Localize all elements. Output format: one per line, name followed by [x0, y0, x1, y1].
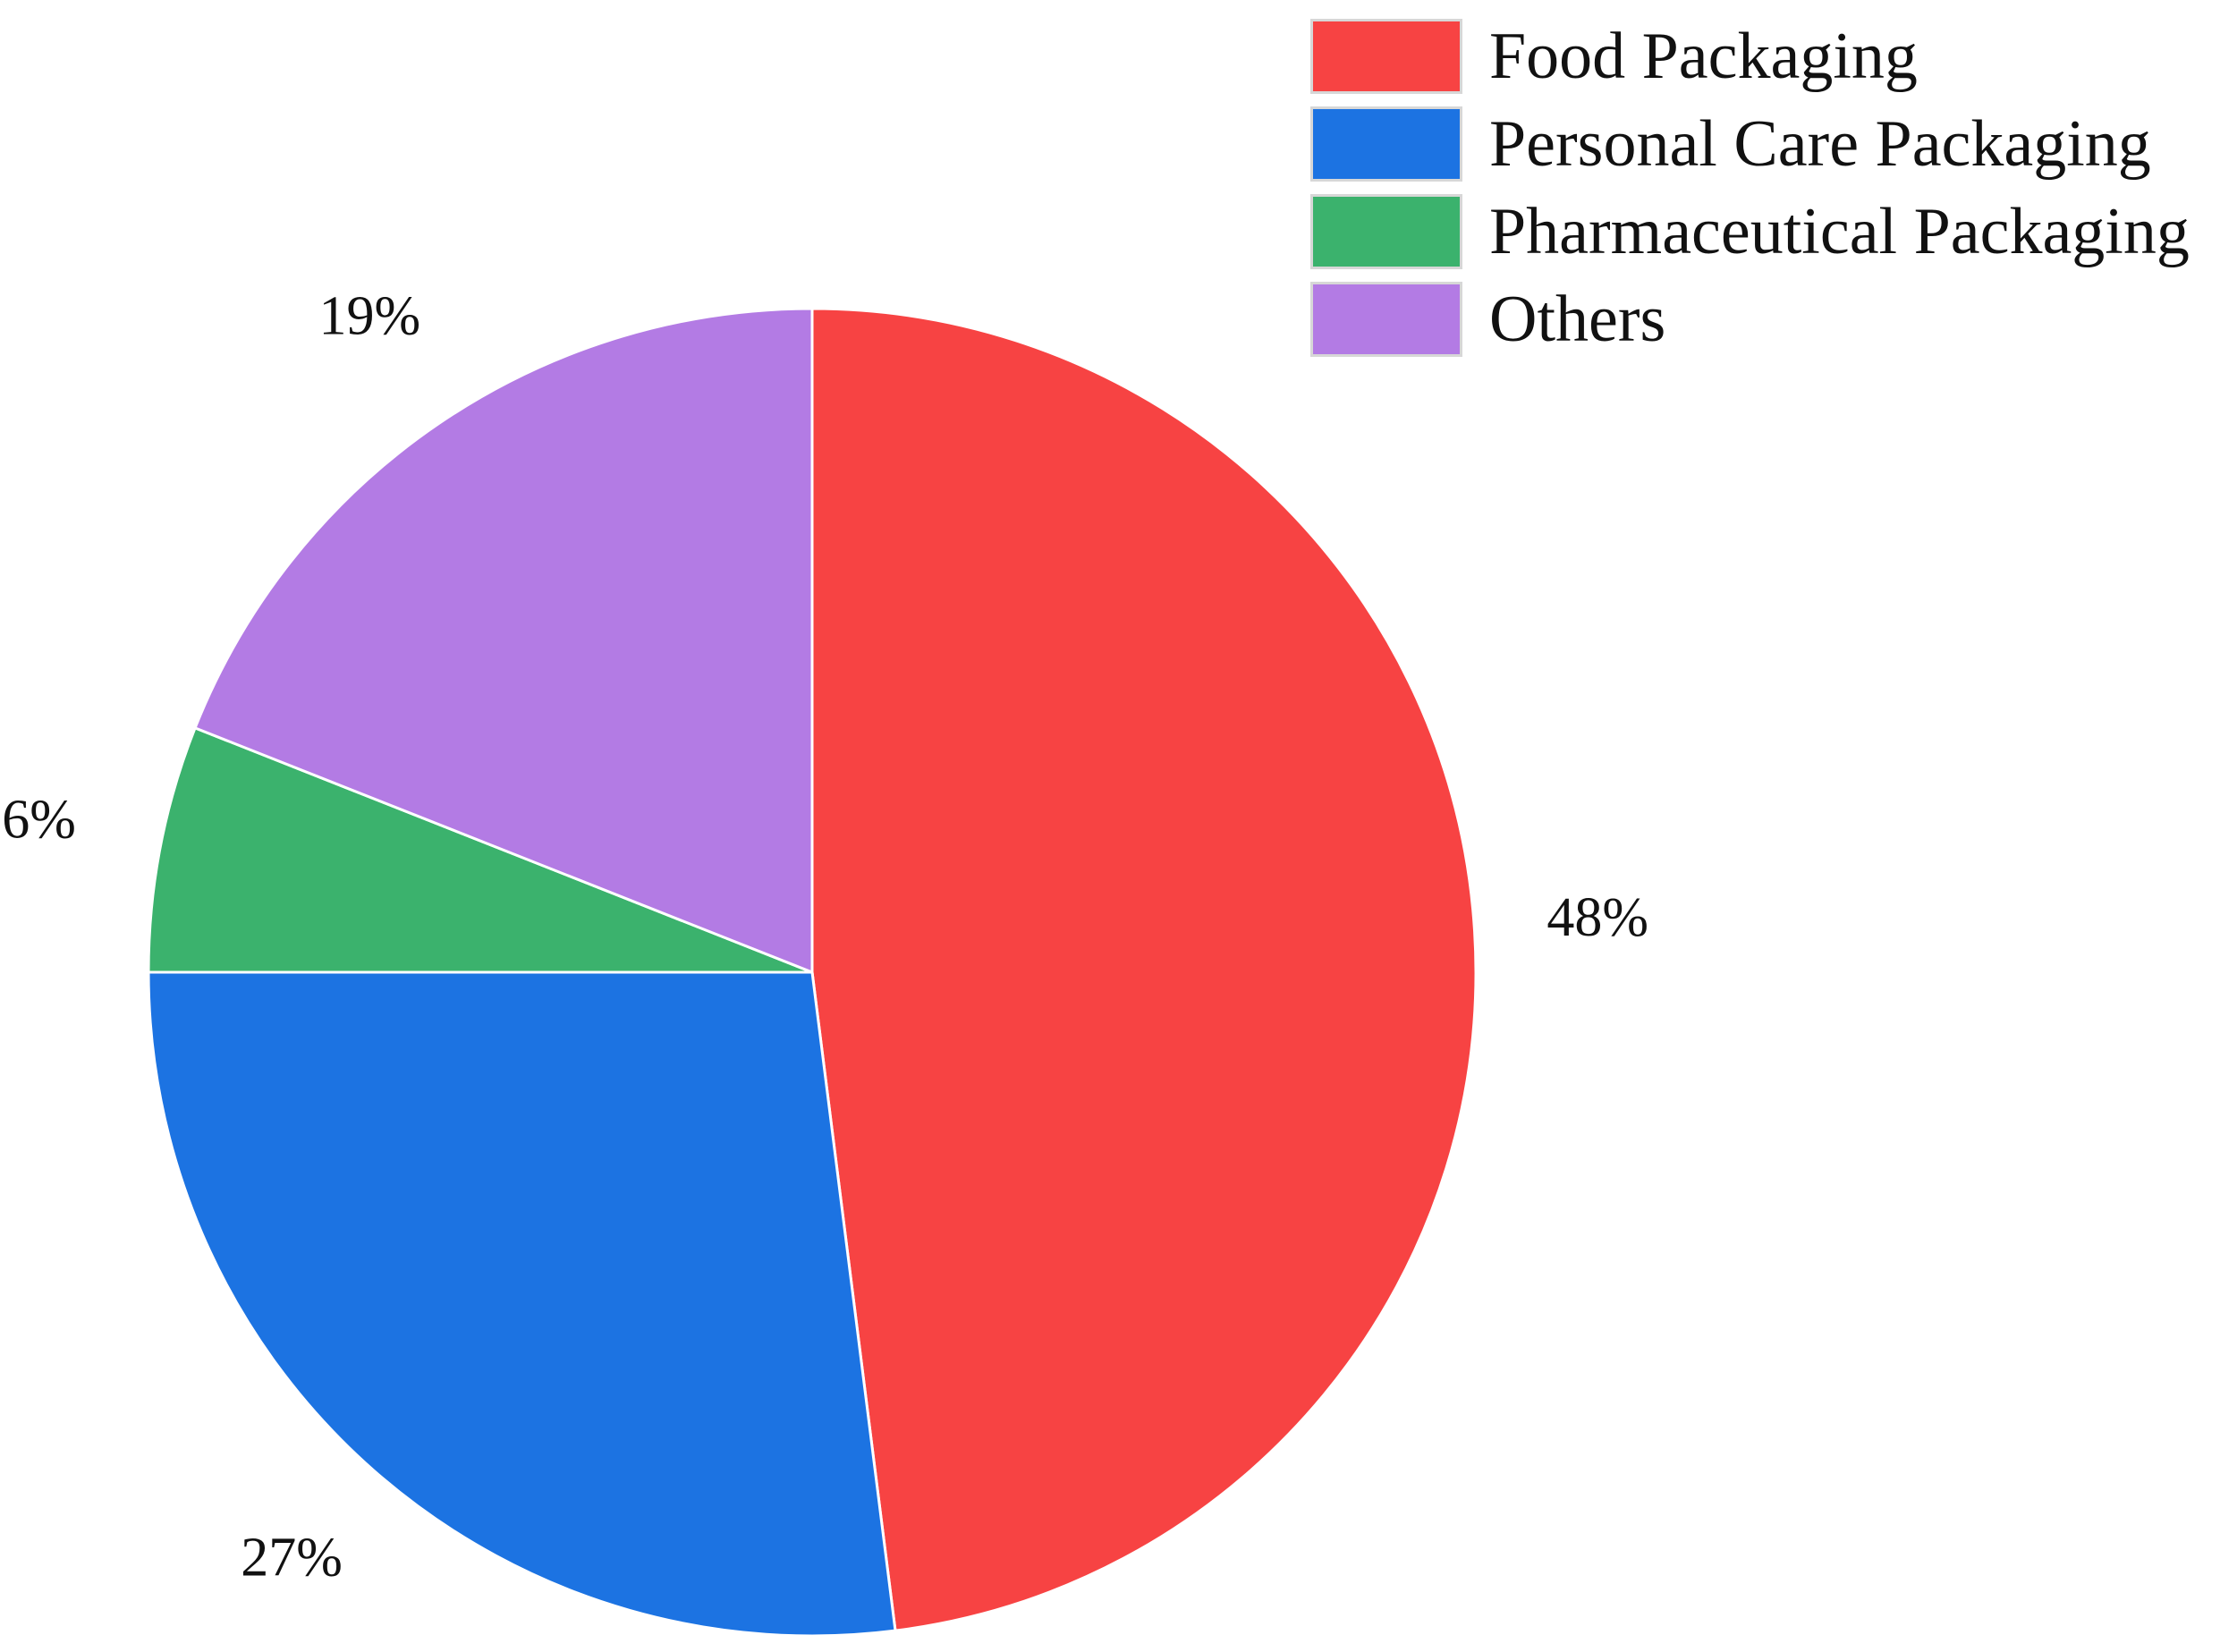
legend-swatch-pharmaceutical-packaging — [1310, 194, 1462, 269]
legend-label-others: Others — [1489, 282, 1666, 356]
legend-item-personal-care-packaging: Personal Care Packaging — [1310, 100, 2190, 188]
legend-swatch-personal-care-packaging — [1310, 106, 1462, 182]
pie-slice-pharmaceutical-packaging — [147, 726, 814, 974]
legend-label-food-packaging: Food Packaging — [1489, 19, 1918, 93]
legend-label-pharmaceutical-packaging: Pharmaceutical Packaging — [1489, 194, 2190, 268]
pie-slice-personal-care-packaging — [147, 970, 897, 1638]
legend: Food Packaging Personal Care Packaging P… — [1310, 13, 2190, 363]
slice-label-pharmaceutical-packaging: 6% — [2, 789, 76, 850]
legend-swatch-others — [1310, 282, 1462, 357]
slice-label-personal-care-packaging: 27% — [241, 1527, 343, 1588]
legend-item-others: Others — [1310, 275, 2190, 363]
slice-label-food-packaging: 48% — [1546, 887, 1648, 948]
legend-item-pharmaceutical-packaging: Pharmaceutical Packaging — [1310, 188, 2190, 275]
legend-label-personal-care-packaging: Personal Care Packaging — [1489, 106, 2151, 181]
pie-slice-food-packaging — [810, 307, 1478, 1632]
slice-label-others: 19% — [319, 285, 421, 346]
legend-swatch-food-packaging — [1310, 19, 1462, 94]
pie-slice-others — [193, 307, 814, 974]
legend-item-food-packaging: Food Packaging — [1310, 13, 2190, 100]
